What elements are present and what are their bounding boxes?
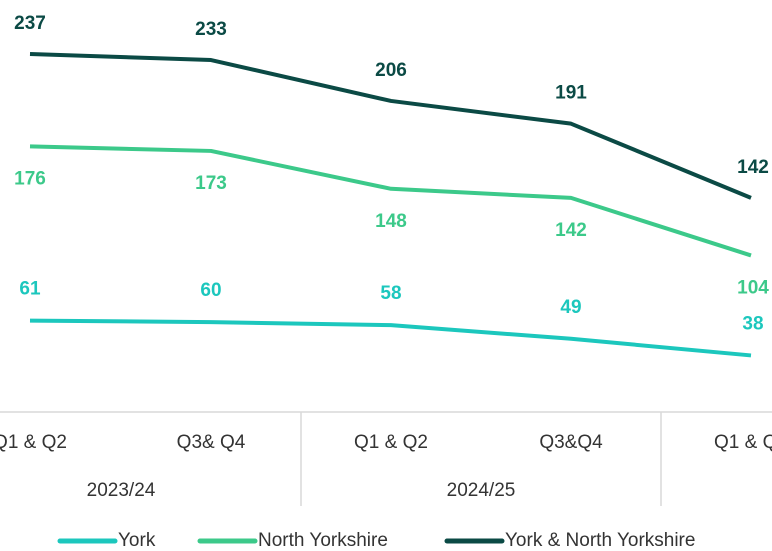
data-label: 49: [560, 297, 581, 318]
legend-label: York & North Yorkshire: [505, 530, 695, 551]
legend-label: North Yorkshire: [258, 530, 388, 551]
data-label: 60: [200, 280, 221, 301]
data-label: 233: [195, 19, 227, 40]
series-line: [29, 318, 752, 358]
data-label: 148: [375, 211, 407, 232]
x-tick-label: Q3&Q4: [539, 432, 603, 453]
x-tick-label: Q1 & Q2: [714, 432, 772, 453]
legend-label: York: [118, 530, 156, 551]
group-label: 2023/24: [87, 480, 156, 501]
data-label: 142: [737, 157, 769, 178]
data-label: 237: [14, 13, 46, 34]
data-label: 38: [742, 313, 763, 334]
data-label: 206: [375, 60, 407, 81]
data-label: 173: [195, 173, 227, 194]
series-line: [29, 144, 752, 258]
x-tick-label: Q1 & Q2: [0, 432, 67, 453]
data-label: 104: [737, 277, 769, 298]
x-tick-label: Q1 & Q2: [354, 432, 428, 453]
data-label: 61: [19, 279, 41, 300]
data-label: 176: [14, 168, 46, 189]
data-label: 142: [555, 220, 587, 241]
data-label: 191: [555, 83, 587, 104]
group-label: 2024/25: [447, 480, 516, 501]
x-tick-label: Q3& Q4: [177, 432, 246, 453]
data-label: 58: [380, 283, 401, 304]
series-line: [29, 51, 752, 200]
